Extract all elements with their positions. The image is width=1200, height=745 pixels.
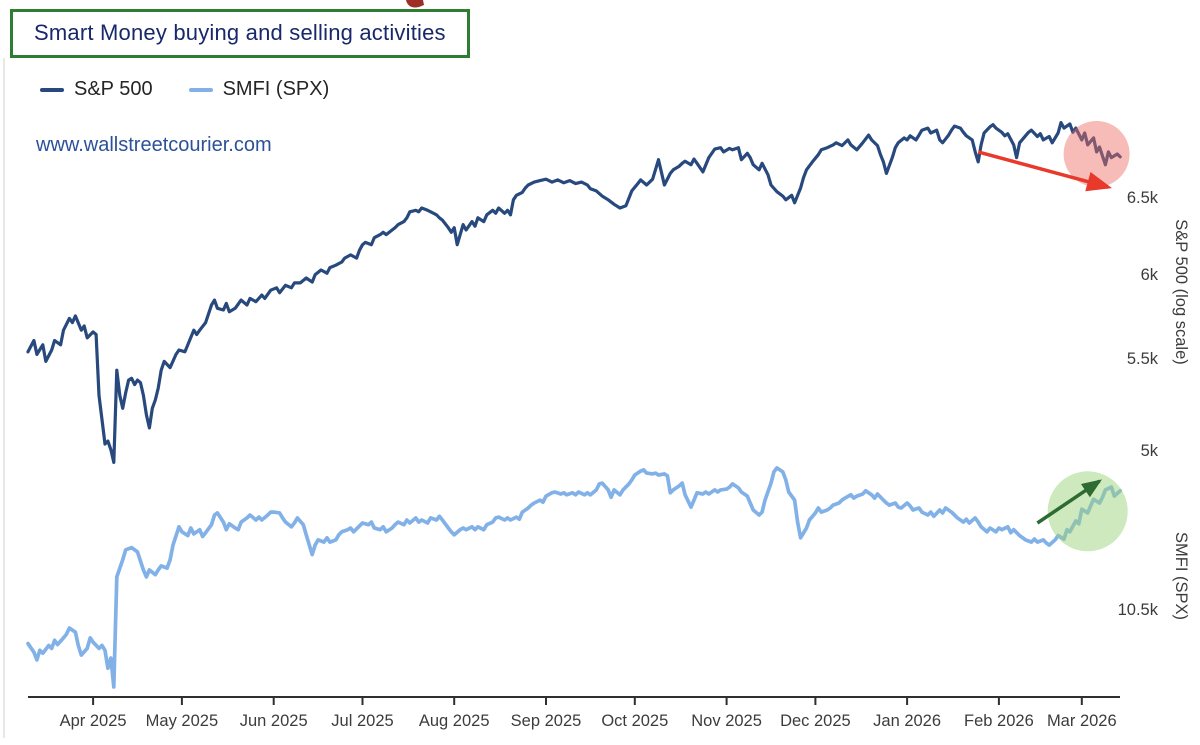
sp500-legend-label: S&P 500 xyxy=(74,78,153,100)
sp500-axis-title: S&P 500 (log scale) xyxy=(1172,219,1190,365)
chart-title: Smart Money buying and selling activitie… xyxy=(34,20,446,45)
chart-title-box: Smart Money buying and selling activitie… xyxy=(10,9,470,58)
y-axis-smfi: 10.5k SMFI (SPX) xyxy=(1118,532,1190,620)
x-axis-tick-label: Jun 2025 xyxy=(240,712,308,730)
sell-signal-circle xyxy=(1063,121,1130,187)
smfi-legend-dash-icon xyxy=(188,87,213,92)
sp500-legend-dash-icon xyxy=(40,87,64,92)
x-axis-tick-label: Sep 2025 xyxy=(511,712,582,730)
smfi-series-line xyxy=(26,466,1123,689)
legend-item-smfi[interactable]: SMFI (SPX) xyxy=(188,78,330,101)
smfi-tick-label: 10.5k xyxy=(1118,601,1159,619)
x-axis: Apr 2025 May 2025 Jun 2025 Jul 2025 Aug 2025… xyxy=(28,696,1120,730)
x-axis-tick-label: Oct 2025 xyxy=(601,712,668,730)
legend: S&P 500 SMFI (SPX) xyxy=(40,78,329,101)
smfi-legend-label: SMFI (SPX) xyxy=(222,78,330,100)
sell-signal-arrow xyxy=(977,150,1113,192)
sp500-tick-label: 6k xyxy=(1141,266,1159,284)
sp500-tick-label: 6.5k xyxy=(1127,189,1159,207)
x-axis-tick-label: Dec 2025 xyxy=(780,712,851,730)
x-axis-tick-label: Feb 2026 xyxy=(964,712,1034,730)
x-axis-tick-label: Jul 2025 xyxy=(331,712,393,730)
page-edge-rule xyxy=(3,58,5,738)
sp500-tick-label: 5k xyxy=(1141,442,1159,460)
sp500-series-line xyxy=(26,120,1122,464)
watermark-link[interactable]: www.wallstreetcourier.com xyxy=(36,134,272,156)
x-axis-tick-label: Nov 2025 xyxy=(691,712,762,730)
x-axis-tick-label: Aug 2025 xyxy=(419,712,490,730)
legend-item-sp500[interactable]: S&P 500 xyxy=(40,78,153,101)
smfi-axis-title: SMFI (SPX) xyxy=(1172,532,1190,620)
x-axis-tick-label: Apr 2025 xyxy=(60,712,127,730)
x-axis-tick-label: Jan 2026 xyxy=(873,712,941,730)
x-axis-tick-label: Mar 2026 xyxy=(1047,712,1117,730)
cropped-red-title-fragment xyxy=(406,0,424,8)
y-axis-sp500: 6.5k 6k 5.5k 5k S&P 500 (log scale) xyxy=(1127,189,1190,460)
sp500-tick-label: 5.5k xyxy=(1127,350,1159,368)
buy-signal-arrow xyxy=(1036,479,1102,525)
x-axis-tick-label: May 2025 xyxy=(146,712,218,730)
buy-signal-circle xyxy=(1047,471,1128,552)
